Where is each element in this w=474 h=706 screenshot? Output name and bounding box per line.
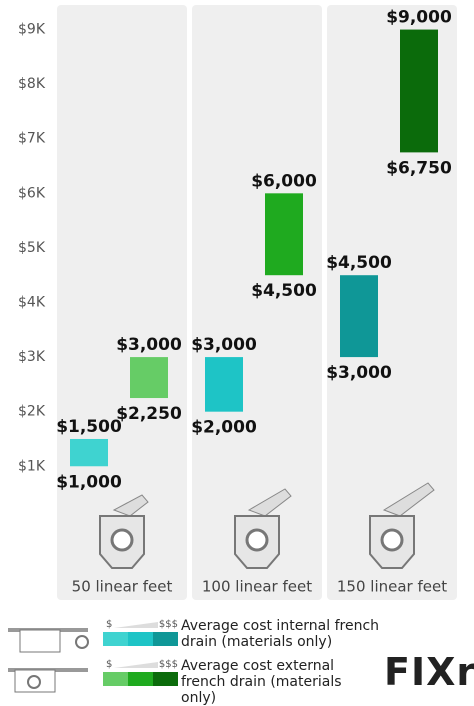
pipe [110,528,134,552]
cost-bar [205,357,243,412]
pipe-cover [247,488,292,517]
high-label: $4,500 [326,253,392,273]
high-label: $1,500 [56,417,122,437]
y-tick-label: $9K [18,22,46,38]
legend-label: Average cost internal french drain (mate… [181,618,380,650]
pipe-cover [382,482,435,517]
legend-swatch [128,632,153,646]
y-tick-label: $2K [18,404,46,420]
y-tick-label: $1K [18,458,46,474]
low-label: $3,000 [326,363,392,383]
pipe [380,528,404,552]
panel [192,5,322,600]
category-label: 100 linear feet [202,578,312,596]
scale-wedge [114,622,158,628]
high-label: $3,000 [191,335,257,355]
high-label: $9,000 [386,8,452,28]
cost-bar [70,438,108,467]
legend-swatch [153,672,178,686]
legend-swatch [153,632,178,646]
scale-low: $ [106,619,112,630]
drain-icon [99,494,149,569]
cost-bar [130,357,168,399]
brand-logo: FIXr [384,650,474,694]
low-label: $6,750 [386,158,452,178]
legend-swatch [103,672,128,686]
scale-wedge [114,662,158,668]
legend-pipe [75,635,89,649]
low-label: $2,000 [191,418,257,438]
pipe-cover [112,494,149,517]
cost-bar [400,29,438,153]
cost-bar [265,193,303,276]
legend-label: Average cost external french drain (mate… [181,658,342,706]
y-tick-label: $3K [18,349,46,365]
legend-swatch [103,632,128,646]
y-tick-label: $4K [18,295,46,311]
scale-high: $$$ [159,659,178,670]
legend-swatch [128,672,153,686]
y-tick-label: $5K [18,240,46,256]
y-tick-label: $8K [18,76,46,92]
category-label: 50 linear feet [72,578,173,596]
y-tick-label: $7K [18,131,46,147]
low-label: $1,000 [56,472,122,492]
scale-low: $ [106,659,112,670]
legend-illustration [8,662,158,693]
legend-pipe [27,675,41,689]
high-label: $6,000 [251,171,317,191]
panel [327,5,457,600]
scale-high: $$$ [159,619,178,630]
legend-illustration [8,622,158,653]
low-label: $2,250 [116,404,182,424]
y-tick-label: $6K [18,185,46,201]
low-label: $4,500 [251,281,317,301]
drain-icon [234,488,292,569]
category-label: 150 linear feet [337,578,447,596]
high-label: $3,000 [116,335,182,355]
cost-bar [340,275,378,358]
drain-icon [369,482,435,569]
pipe [245,528,269,552]
wall [19,629,61,653]
